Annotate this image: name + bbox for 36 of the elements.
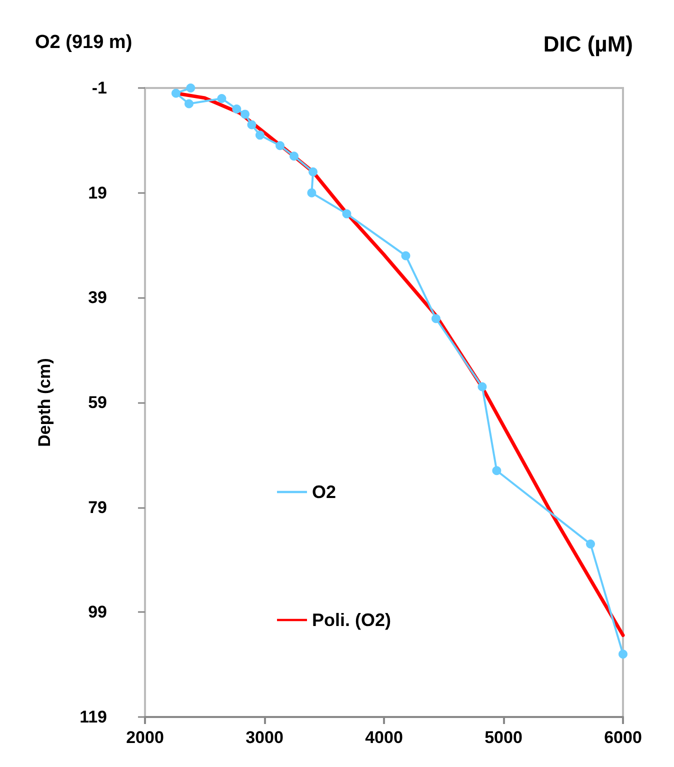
legend-label: O2 xyxy=(312,482,336,502)
point xyxy=(186,84,196,92)
y-tick-label: -1 xyxy=(92,78,107,98)
y-axis-title: Depth (cm) xyxy=(35,358,54,447)
y-tick-label: 119 xyxy=(80,708,107,726)
point xyxy=(307,188,316,198)
x-tick-label: 3000 xyxy=(246,728,284,747)
point xyxy=(618,650,628,659)
point xyxy=(586,540,595,549)
x-tick-label: 4000 xyxy=(365,728,403,747)
point xyxy=(171,88,180,98)
y-tick-label: 79 xyxy=(88,498,107,517)
point xyxy=(308,167,318,176)
point xyxy=(217,94,226,103)
point xyxy=(290,152,299,161)
y-tick-label: 59 xyxy=(88,393,107,412)
point xyxy=(240,110,250,119)
point xyxy=(478,382,487,392)
point xyxy=(184,99,194,108)
point xyxy=(232,104,242,114)
point xyxy=(342,209,352,218)
y-tick-label: 99 xyxy=(88,602,107,622)
point xyxy=(247,120,256,130)
y-tick-label: 19 xyxy=(88,183,107,202)
point xyxy=(492,466,502,476)
point xyxy=(255,130,264,140)
legend-label: Poli. (O2) xyxy=(312,610,392,630)
x-tick-label: 6000 xyxy=(604,728,642,747)
point xyxy=(431,314,440,324)
x-tick-label: 2000 xyxy=(126,728,164,747)
point xyxy=(276,141,285,150)
x-tick-label: 5000 xyxy=(484,728,522,747)
x-axis-title: DIC (µM) xyxy=(543,32,633,56)
chart-title: O2 (919 m) xyxy=(35,32,132,53)
point xyxy=(401,251,410,260)
y-tick-label: 39 xyxy=(88,288,107,308)
